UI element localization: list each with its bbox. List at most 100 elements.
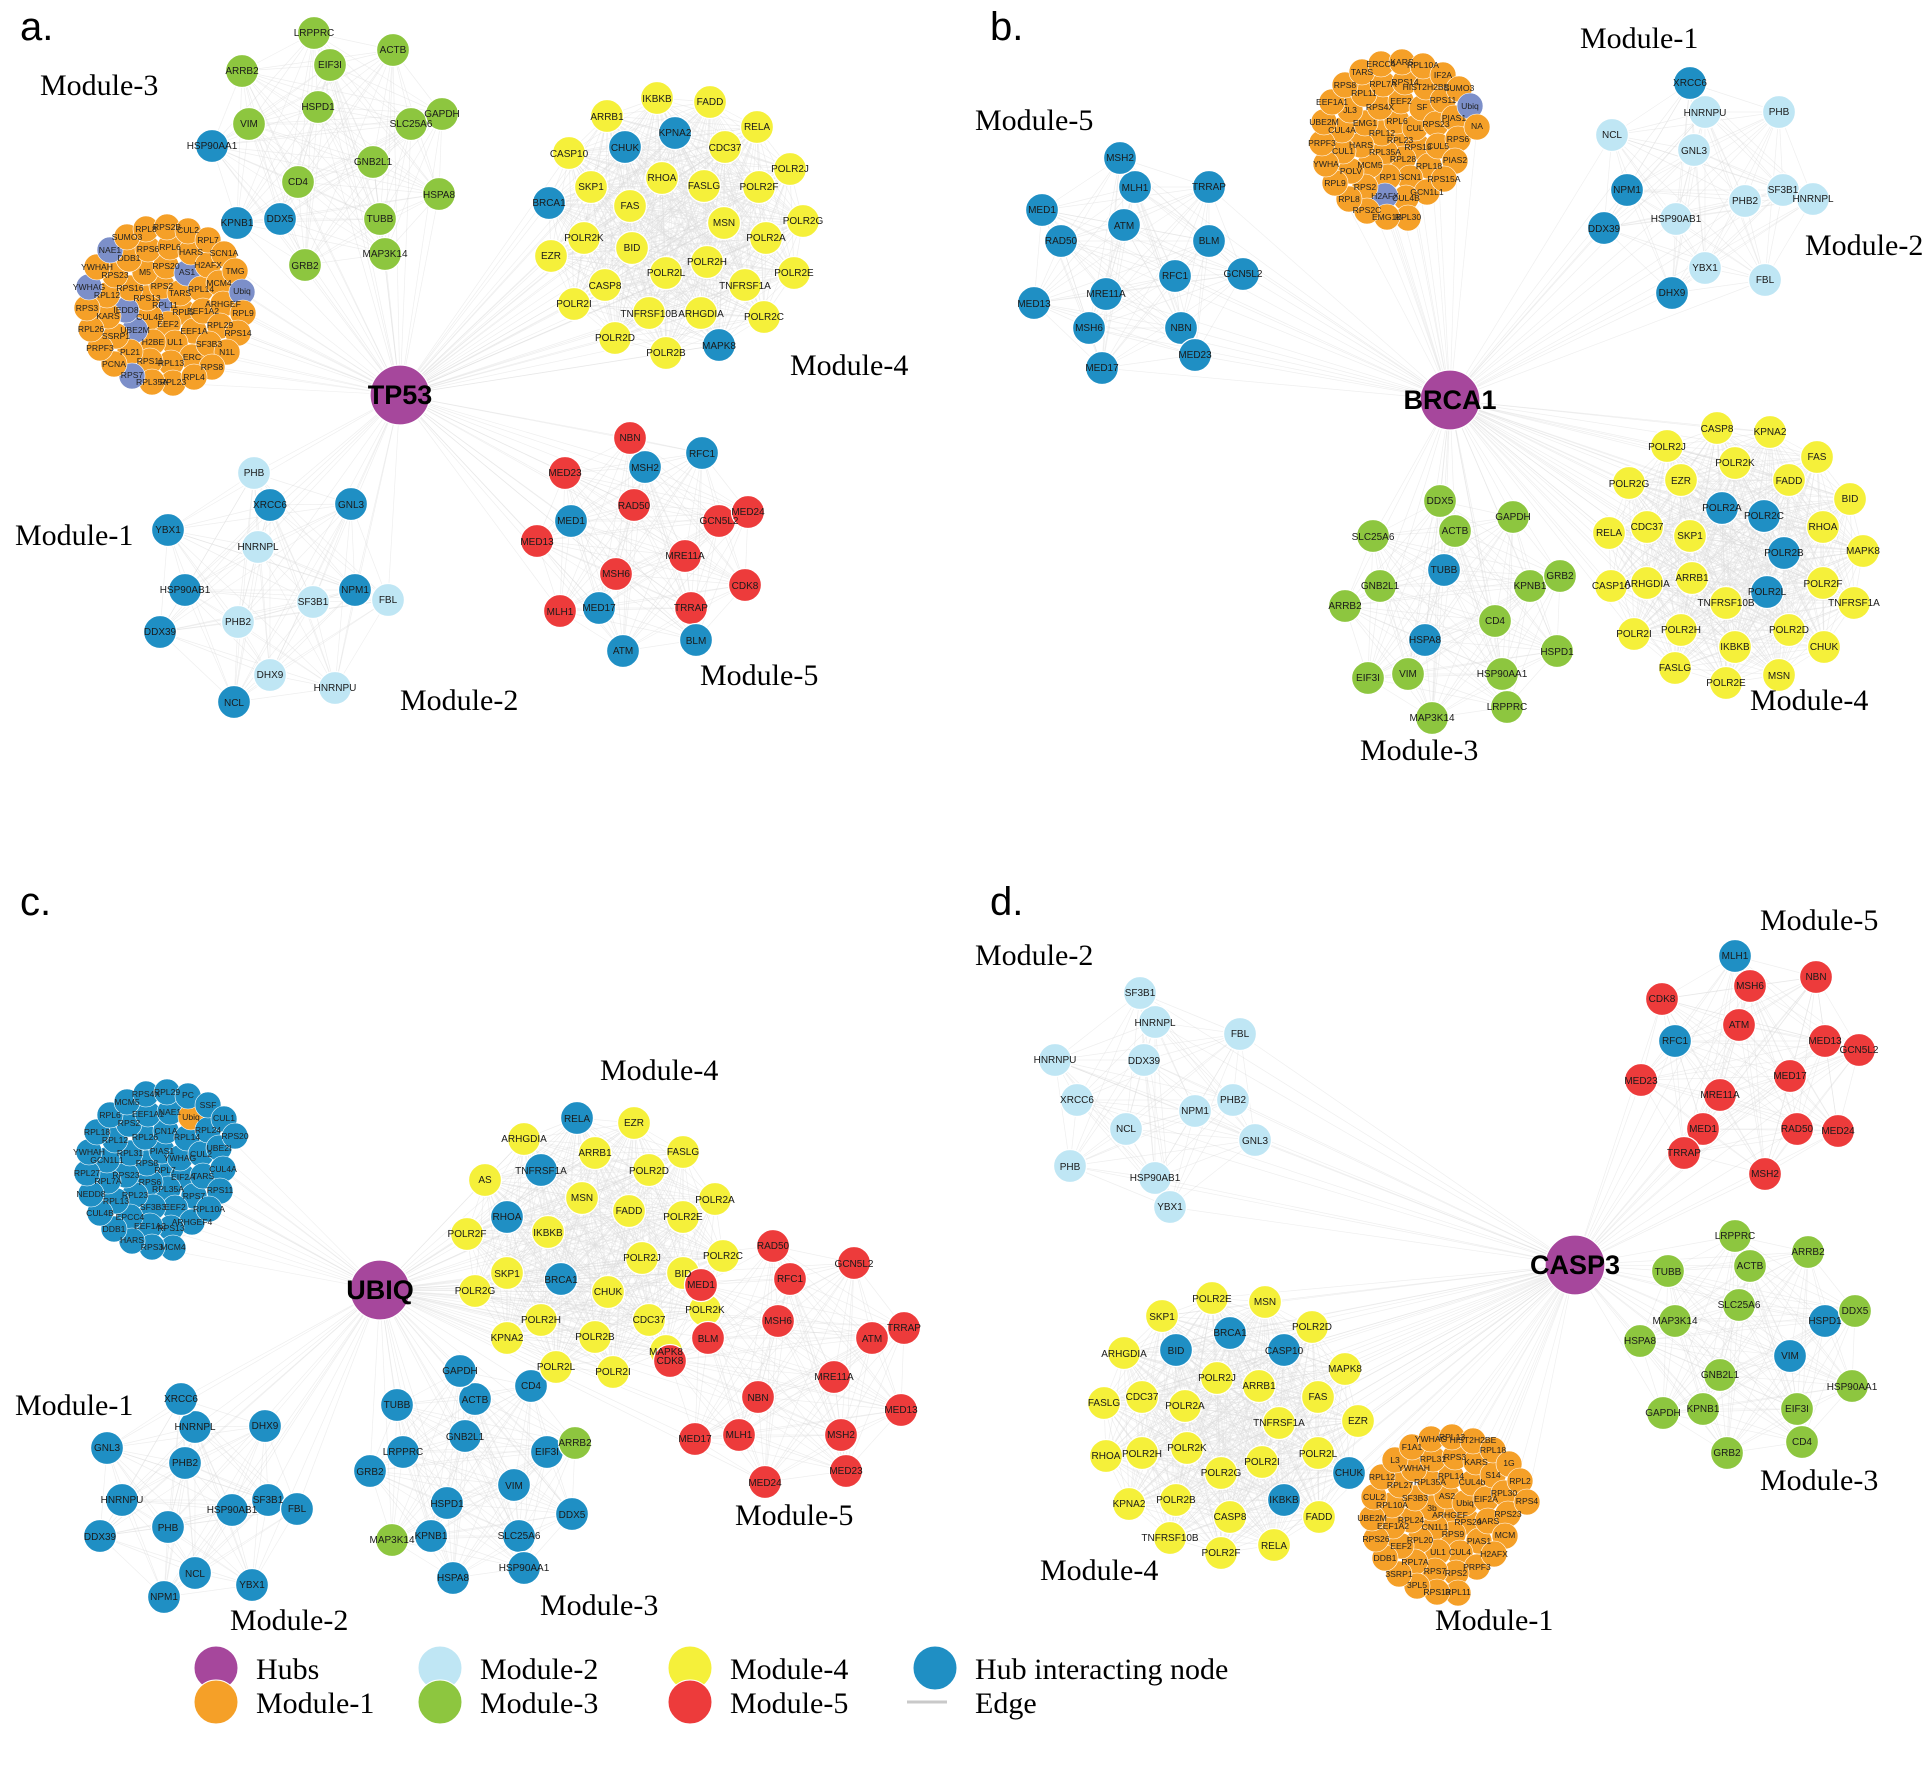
svg-text:POLR2D: POLR2D (1769, 625, 1809, 636)
svg-text:CD4: CD4 (521, 1381, 541, 1392)
svg-text:POLR2G: POLR2G (1609, 479, 1650, 490)
svg-text:CDC37: CDC37 (633, 1315, 666, 1326)
svg-text:CD4: CD4 (1485, 616, 1505, 627)
svg-text:HSP90AA1: HSP90AA1 (1477, 669, 1528, 680)
svg-text:POLR2C: POLR2C (703, 1251, 743, 1262)
svg-text:CDK8: CDK8 (657, 1356, 684, 1367)
svg-text:GAPDH: GAPDH (442, 1366, 478, 1377)
svg-text:RFC1: RFC1 (1162, 271, 1189, 282)
svg-text:NEDD8: NEDD8 (76, 1189, 105, 1199)
svg-text:MED1: MED1 (557, 516, 585, 527)
svg-text:EEF1A1: EEF1A1 (1316, 97, 1348, 107)
svg-text:POLR2I: POLR2I (1616, 629, 1652, 640)
svg-text:ARRB2: ARRB2 (558, 1438, 592, 1449)
svg-text:N1L: N1L (219, 347, 235, 357)
svg-text:RPL4: RPL4 (183, 372, 205, 382)
svg-text:EIF3I: EIF3I (535, 1447, 559, 1458)
svg-text:PRPF3: PRPF3 (1308, 138, 1336, 148)
svg-text:Module-5: Module-5 (700, 659, 818, 692)
svg-text:NA: NA (1471, 121, 1483, 131)
svg-text:EEF2: EEF2 (1390, 96, 1412, 106)
svg-text:POLV: POLV (1340, 166, 1363, 176)
svg-text:RELA: RELA (1596, 528, 1622, 539)
svg-text:MED23: MED23 (548, 468, 582, 479)
svg-text:TUBB: TUBB (1431, 565, 1458, 576)
svg-text:HSPA8: HSPA8 (423, 190, 455, 201)
svg-text:Module-2: Module-2 (1805, 229, 1923, 262)
svg-text:Module-5: Module-5 (735, 1499, 853, 1532)
svg-text:CD4: CD4 (288, 177, 308, 188)
svg-text:BID: BID (624, 243, 641, 254)
svg-text:CUL2: CUL2 (177, 225, 199, 235)
svg-text:RPL26: RPL26 (78, 324, 104, 334)
svg-text:ARHGDIA: ARHGDIA (501, 1134, 547, 1145)
svg-text:MLH1: MLH1 (726, 1430, 753, 1441)
svg-text:RPS11: RPS11 (137, 356, 164, 366)
svg-text:IKBKB: IKBKB (1720, 642, 1750, 653)
svg-text:ARRB2: ARRB2 (225, 66, 259, 77)
svg-text:MAP3K14: MAP3K14 (1409, 713, 1454, 724)
svg-text:FASLG: FASLG (1659, 663, 1691, 674)
svg-text:POLR2J: POLR2J (1648, 442, 1686, 453)
svg-text:HSPD1: HSPD1 (430, 1499, 464, 1510)
svg-text:RPL7: RPL7 (197, 235, 219, 245)
svg-text:Module-5: Module-5 (975, 104, 1093, 137)
svg-text:DDX39: DDX39 (84, 1532, 117, 1543)
svg-text:POLR2E: POLR2E (774, 268, 814, 279)
svg-text:HNRNPU: HNRNPU (1684, 108, 1727, 119)
svg-text:RPS7: RPS7 (183, 1191, 206, 1201)
svg-text:HSP90AA1: HSP90AA1 (499, 1563, 550, 1574)
svg-text:HSP90AB1: HSP90AB1 (207, 1505, 258, 1516)
svg-text:MAP3K14: MAP3K14 (369, 1535, 414, 1546)
svg-text:HNRNPL: HNRNPL (237, 542, 279, 553)
svg-text:EEF2: EEF2 (164, 1202, 186, 1212)
svg-text:NAE1: NAE1 (159, 1107, 182, 1117)
svg-text:POLR2A: POLR2A (695, 1195, 735, 1206)
svg-text:RPL13: RPL13 (103, 1196, 129, 1206)
svg-text:CASP8: CASP8 (1701, 424, 1734, 435)
svg-text:YWHAH: YWHAH (81, 262, 113, 272)
svg-text:RP1: RP1 (1380, 172, 1397, 182)
svg-text:YBX1: YBX1 (155, 525, 181, 536)
svg-text:SF3B3: SF3B3 (140, 1202, 166, 1212)
svg-text:BLM: BLM (686, 636, 707, 647)
svg-text:HSPA8: HSPA8 (1409, 635, 1441, 646)
svg-text:RPS20: RPS20 (152, 261, 179, 271)
svg-text:RHOA: RHOA (648, 173, 677, 184)
svg-text:TUBB: TUBB (384, 1400, 411, 1411)
svg-text:Module-4: Module-4 (1750, 684, 1868, 717)
svg-text:RPS2: RPS2 (118, 1118, 141, 1128)
svg-text:NBN: NBN (1170, 323, 1191, 334)
svg-text:DHX9: DHX9 (257, 670, 284, 681)
svg-text:FBL: FBL (288, 1504, 307, 1515)
svg-text:NPM1: NPM1 (150, 1592, 178, 1603)
svg-text:KARS: KARS (96, 311, 120, 321)
svg-text:MRE11A: MRE11A (665, 551, 705, 562)
svg-text:SF3B1: SF3B1 (298, 597, 329, 608)
svg-text:DHX9: DHX9 (1659, 288, 1686, 299)
svg-text:UBIQ: UBIQ (346, 1275, 414, 1305)
svg-text:RPL29: RPL29 (154, 1087, 180, 1097)
svg-text:GCN5L2: GCN5L2 (1224, 269, 1263, 280)
svg-text:YWHAG: YWHAG (73, 282, 106, 292)
svg-text:POLR2K: POLR2K (564, 233, 604, 244)
svg-text:IF2A: IF2A (1434, 70, 1452, 80)
svg-text:Ubiq: Ubiq (1461, 101, 1479, 111)
svg-text:ATM: ATM (862, 1334, 882, 1345)
svg-text:VIM: VIM (505, 1481, 523, 1492)
svg-text:BRCA1: BRCA1 (532, 198, 566, 209)
svg-text:FASLG: FASLG (688, 181, 720, 192)
svg-text:RPL9: RPL9 (1324, 178, 1346, 188)
svg-text:RPS11: RPS11 (1430, 95, 1457, 105)
svg-text:HNRNPU: HNRNPU (314, 683, 357, 694)
svg-text:AS: AS (478, 1175, 492, 1186)
svg-text:H2BE: H2BE (142, 337, 165, 347)
svg-text:HSP90AA1: HSP90AA1 (187, 141, 238, 152)
svg-text:POLR2G: POLR2G (455, 1286, 496, 1297)
svg-text:POLR2E: POLR2E (1706, 678, 1746, 689)
svg-text:EZR: EZR (1671, 476, 1691, 487)
svg-text:PIAS2: PIAS2 (1443, 155, 1468, 165)
svg-text:RPL12: RPL12 (1369, 128, 1395, 138)
svg-text:SKP1: SKP1 (578, 182, 604, 193)
svg-text:HSPD1: HSPD1 (1540, 647, 1574, 658)
